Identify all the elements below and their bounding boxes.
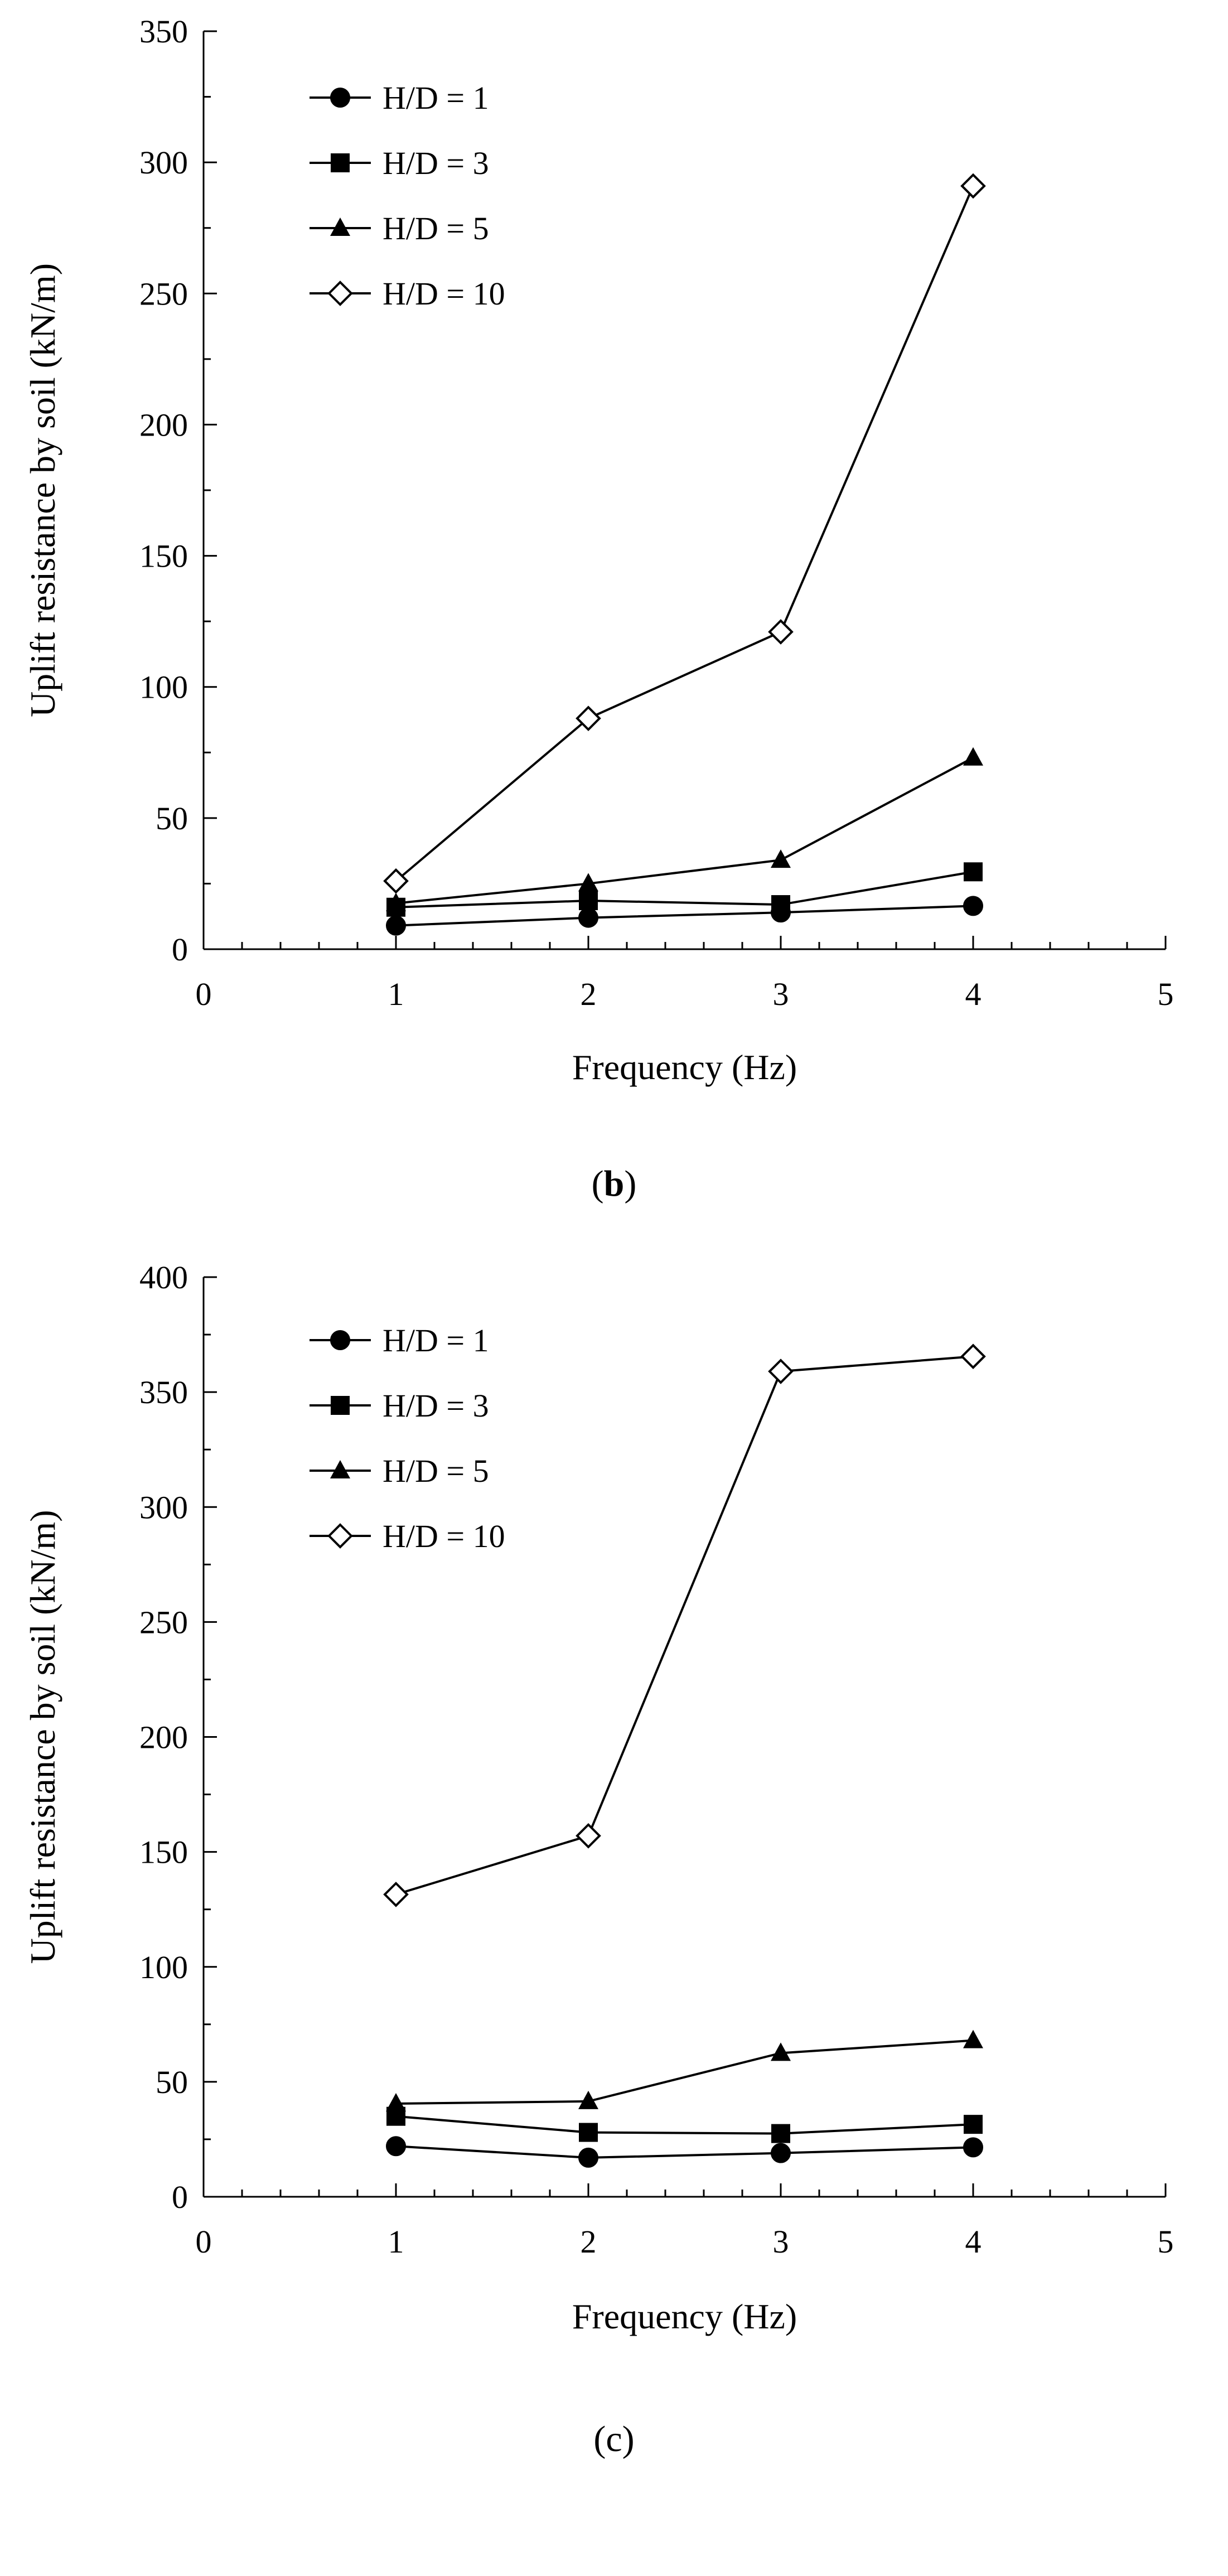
x-tick-label: 3 (773, 2224, 789, 2260)
x-tick-label: 5 (1158, 976, 1174, 1012)
panel-label: (b) (592, 1163, 637, 1204)
data-point (383, 868, 409, 894)
data-point (579, 891, 598, 910)
x-tick-label: 1 (388, 976, 404, 1012)
data-point (768, 1359, 794, 1384)
y-tick-label: 350 (139, 1374, 188, 1410)
data-point (963, 896, 983, 916)
y-tick-label: 400 (139, 1259, 188, 1296)
y-tick-label: 250 (139, 1604, 188, 1640)
legend-marker (331, 1396, 350, 1415)
y-tick-label: 150 (139, 1834, 188, 1871)
y-tick-label: 250 (139, 276, 188, 312)
data-point (386, 2136, 406, 2157)
data-point (963, 2137, 983, 2158)
series-line-h-d-10 (395, 185, 974, 882)
y-tick-label: 300 (139, 1489, 188, 1525)
legend-marker (331, 153, 350, 172)
data-point (964, 2115, 983, 2134)
y-tick-label: 100 (139, 669, 188, 705)
data-point (386, 2093, 406, 2112)
x-tick-label: 3 (773, 976, 789, 1012)
x-axis-label: Frequency (Hz) (572, 1047, 797, 1087)
x-axis-label: Frequency (Hz) (572, 2297, 797, 2336)
data-point (960, 173, 986, 199)
y-axis-label: Uplift resistance by soil (kN/m) (23, 1510, 62, 1964)
series-line-h-d-3 (395, 871, 974, 908)
data-point (960, 1343, 986, 1370)
legend-label: H/D = 5 (383, 1453, 489, 1489)
series-line-h-d-10 (395, 1355, 974, 1896)
y-tick-label: 350 (139, 13, 188, 50)
data-point (771, 2042, 791, 2061)
y-tick-label: 0 (172, 931, 188, 968)
y-tick-label: 0 (172, 2179, 188, 2215)
series-line-h-d-5 (395, 2039, 974, 2105)
x-tick-label: 4 (965, 2224, 982, 2260)
data-point (771, 2124, 790, 2143)
series-line-h-d-1 (395, 905, 974, 927)
y-tick-label: 50 (156, 800, 188, 837)
data-point (576, 1823, 601, 1849)
legend-label: H/D = 5 (383, 210, 489, 247)
series-line-h-d-1 (395, 2145, 974, 2159)
legend-marker (327, 281, 353, 306)
data-point (963, 747, 983, 766)
legend-marker (330, 1460, 350, 1478)
chart-panel-c: 0 50 100 150 200 250 300 350 400 0 1 2 3 4 5 Frequency … (23, 1259, 1174, 2459)
data-point (771, 895, 790, 915)
panel-label: (c) (593, 2419, 634, 2459)
data-point (771, 849, 791, 868)
x-tick-label: 0 (196, 2224, 212, 2260)
legend-marker (327, 1523, 353, 1549)
legend-label: H/D = 1 (383, 80, 489, 116)
series-line-h-d-3 (395, 2115, 974, 2135)
data-point (579, 2123, 598, 2142)
legend-label: H/D = 10 (383, 276, 505, 312)
x-tick-label: 1 (388, 2224, 404, 2260)
legend-label: H/D = 3 (383, 1388, 489, 1424)
y-tick-label: 200 (139, 407, 188, 443)
x-tick-label: 2 (581, 2224, 597, 2260)
legend-marker (330, 1330, 350, 1350)
series-line-h-d-5 (395, 756, 974, 905)
y-tick-label: 200 (139, 1719, 188, 1756)
legend-label: H/D = 3 (383, 145, 489, 181)
chart-panel-b: 0 50 100 150 200 250 300 350 0 1 2 3 4 5 Frequency (Hz… (23, 13, 1174, 1204)
data-point (964, 862, 983, 882)
data-point (383, 1882, 409, 1907)
data-point (771, 2143, 791, 2163)
y-tick-label: 100 (139, 1949, 188, 1985)
data-point (576, 705, 601, 731)
x-tick-label: 2 (581, 976, 597, 1012)
legend-marker (330, 218, 350, 236)
data-point (386, 915, 406, 936)
x-tick-label: 4 (965, 976, 982, 1012)
data-point (963, 2029, 983, 2048)
x-tick-label: 0 (196, 976, 212, 1012)
y-tick-label: 50 (156, 2064, 188, 2100)
legend-label: H/D = 1 (383, 1322, 489, 1359)
data-point (768, 619, 794, 645)
x-tick-label: 5 (1158, 2224, 1174, 2260)
data-point (578, 2147, 598, 2168)
data-point (578, 873, 598, 892)
data-point (578, 907, 598, 928)
y-tick-label: 150 (139, 538, 188, 574)
y-axis-label: Uplift resistance by soil (kN/m) (23, 263, 62, 717)
legend-label: H/D = 10 (383, 1518, 505, 1554)
legend-marker (330, 88, 350, 108)
data-point (386, 892, 406, 911)
y-tick-label: 300 (139, 144, 188, 181)
data-point (578, 2090, 598, 2109)
